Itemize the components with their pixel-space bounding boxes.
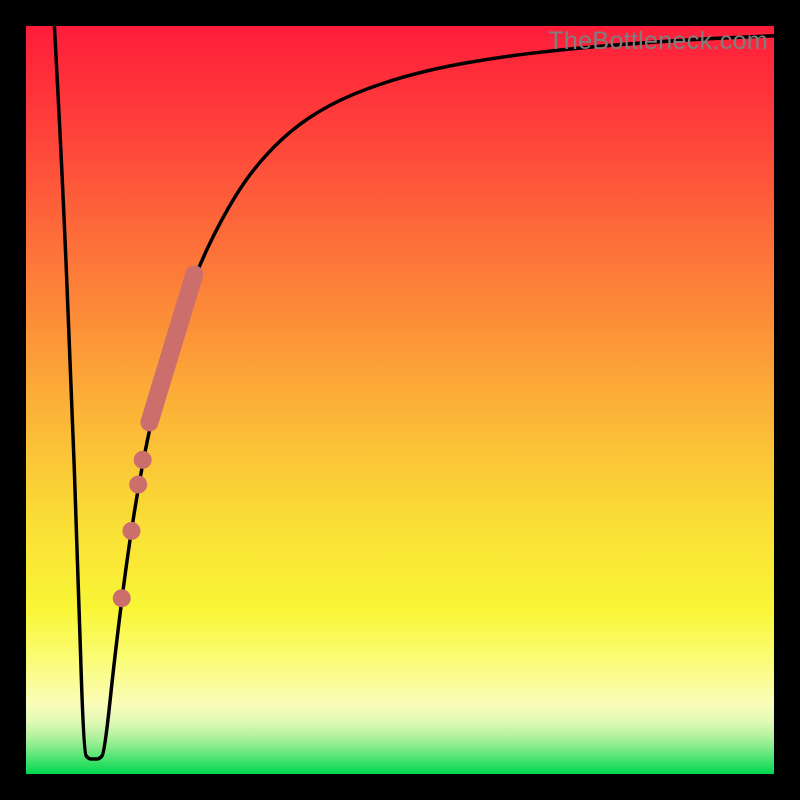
highlight-dot — [129, 476, 147, 494]
highlight-dot — [113, 589, 131, 607]
highlight-dot — [134, 451, 152, 469]
highlight-segment — [149, 274, 194, 422]
highlight-dot — [122, 522, 140, 540]
chart-svg — [26, 26, 774, 774]
highlight-dots — [113, 451, 152, 607]
watermark-text: TheBottleneck.com — [548, 27, 768, 56]
figure-frame: TheBottleneck.com — [0, 0, 800, 800]
plot-area: TheBottleneck.com — [26, 26, 774, 774]
